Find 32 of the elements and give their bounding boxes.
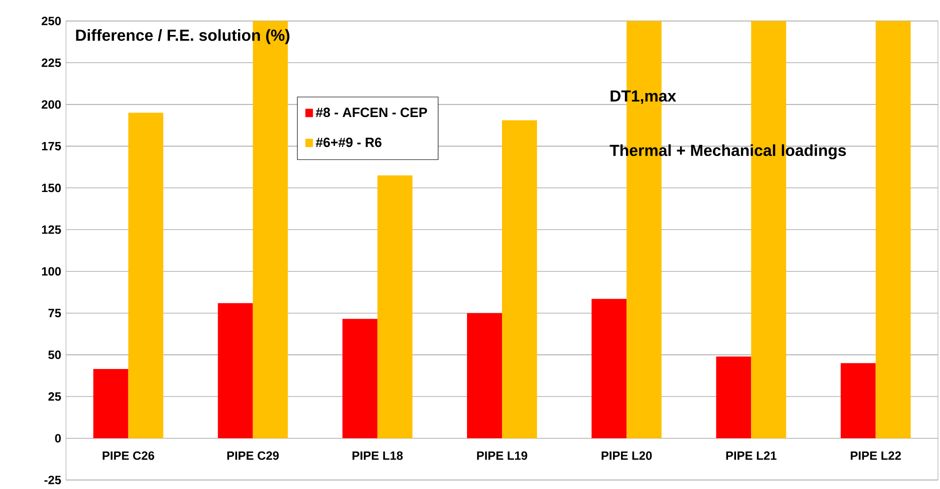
y-tick-label: 225 [42, 58, 61, 67]
y-tick-label: 200 [42, 100, 61, 109]
y-tick-label: 150 [42, 184, 61, 192]
y-tick-label: 125 [42, 225, 61, 234]
y-tick-label: 100 [42, 267, 61, 276]
y-tick-label: 25 [48, 392, 61, 401]
x-tick-label: PIPE C29 [227, 451, 279, 460]
y-tick-label: 175 [42, 142, 61, 150]
legend-label: #8 - AFCEN - CEP [316, 108, 428, 118]
bar [218, 303, 253, 438]
y-tick-label: 0 [55, 434, 61, 443]
bar [467, 313, 502, 438]
x-tick-label: PIPE L22 [850, 451, 901, 460]
bar [840, 363, 876, 438]
legend-label: #6+#9 - R6 [316, 138, 382, 148]
x-tick-label: PIPE L21 [726, 451, 776, 460]
x-tick-label: PIPE L19 [477, 451, 528, 460]
bar [128, 112, 164, 438]
y-tick-label: 250 [42, 16, 61, 26]
bar [377, 175, 412, 438]
x-tick-label: PIPE C26 [102, 451, 154, 460]
y-tick-label: 75 [48, 308, 61, 318]
bar [592, 298, 627, 438]
x-tick-label: PIPE L20 [602, 451, 652, 460]
bar [876, 20, 911, 438]
y-tick-label: 50 [48, 350, 61, 360]
bar [716, 356, 752, 438]
bar [502, 120, 537, 438]
y-tick-label: -25 [44, 476, 61, 484]
bar [342, 318, 378, 438]
x-tick-label: PIPE L18 [352, 451, 403, 460]
bar [93, 368, 128, 438]
